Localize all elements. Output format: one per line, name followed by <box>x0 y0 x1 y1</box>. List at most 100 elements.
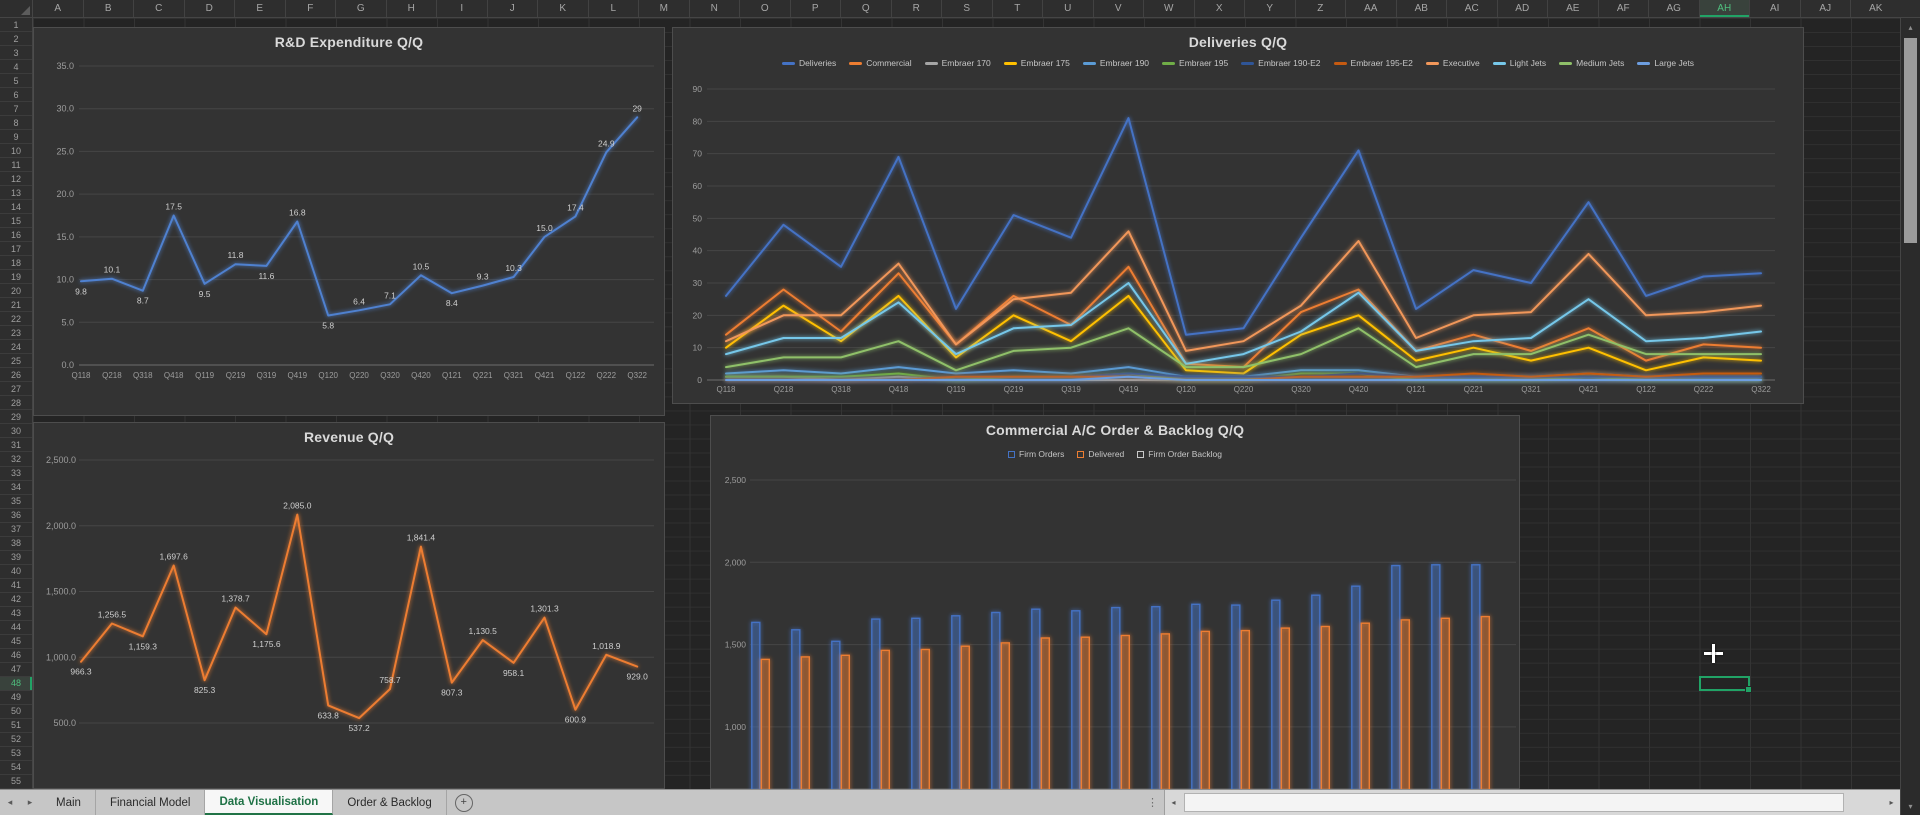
row-header-11[interactable]: 11 <box>0 158 32 173</box>
row-header-6[interactable]: 6 <box>0 88 32 103</box>
column-header-ah[interactable]: AH <box>1699 0 1750 17</box>
row-header-7[interactable]: 7 <box>0 102 32 117</box>
column-header-ad[interactable]: AD <box>1498 0 1548 17</box>
row-header-15[interactable]: 15 <box>0 214 32 229</box>
row-header-2[interactable]: 2 <box>0 32 32 47</box>
column-header-aa[interactable]: AA <box>1346 0 1397 17</box>
sheet-tab-financial-model[interactable]: Financial Model <box>96 790 206 815</box>
column-header-t[interactable]: T <box>993 0 1043 17</box>
vertical-scrollbar[interactable]: ▴ ▾ <box>1900 18 1920 815</box>
row-header-39[interactable]: 39 <box>0 551 32 565</box>
row-header-50[interactable]: 50 <box>0 705 32 719</box>
row-header-46[interactable]: 46 <box>0 649 32 663</box>
row-header-5[interactable]: 5 <box>0 74 32 89</box>
row-header-48[interactable]: 48 <box>0 676 32 691</box>
sheet-tab-data-visualisation[interactable]: Data Visualisation <box>205 790 334 815</box>
column-header-j[interactable]: J <box>488 0 538 17</box>
row-header-33[interactable]: 33 <box>0 467 32 481</box>
row-header-55[interactable]: 55 <box>0 775 32 789</box>
row-header-24[interactable]: 24 <box>0 340 32 355</box>
vertical-scrollbar-thumb[interactable] <box>1904 38 1917 243</box>
row-header-52[interactable]: 52 <box>0 733 32 747</box>
scroll-up-button[interactable]: ▴ <box>1901 18 1920 36</box>
row-header-36[interactable]: 36 <box>0 509 32 523</box>
sheet-tab-order-backlog[interactable]: Order & Backlog <box>333 790 447 815</box>
chart-revenue[interactable]: 500.0 1,000.0 1,500.0 2,000.0 2,500.0 966.3 1,… <box>33 422 665 789</box>
column-header-q[interactable]: Q <box>841 0 892 17</box>
row-header-14[interactable]: 14 <box>0 200 32 215</box>
row-header-37[interactable]: 37 <box>0 523 32 537</box>
column-header-ag[interactable]: AG <box>1649 0 1700 17</box>
row-header-41[interactable]: 41 <box>0 579 32 593</box>
row-header-43[interactable]: 43 <box>0 607 32 621</box>
column-header-af[interactable]: AF <box>1599 0 1649 17</box>
row-header-47[interactable]: 47 <box>0 663 32 677</box>
column-header-m[interactable]: M <box>639 0 690 17</box>
scroll-down-button[interactable]: ▾ <box>1901 797 1920 815</box>
row-header-44[interactable]: 44 <box>0 621 32 635</box>
row-header-30[interactable]: 30 <box>0 424 32 439</box>
row-header-26[interactable]: 26 <box>0 368 32 383</box>
row-header-40[interactable]: 40 <box>0 565 32 579</box>
chart-orders-backlog[interactable]: 1,000 1,500 2,000 2,500 Commercial A/C Orde… <box>710 415 1520 789</box>
row-header-31[interactable]: 31 <box>0 438 32 453</box>
column-header-a[interactable]: A <box>33 0 84 17</box>
row-header-10[interactable]: 10 <box>0 144 32 159</box>
row-header-17[interactable]: 17 <box>0 242 32 257</box>
column-header-d[interactable]: D <box>185 0 235 17</box>
row-header-3[interactable]: 3 <box>0 46 32 61</box>
horizontal-scrollbar[interactable]: ◂ ▸ <box>1164 790 1900 815</box>
column-header-k[interactable]: K <box>538 0 589 17</box>
column-header-w[interactable]: W <box>1144 0 1195 17</box>
row-header-28[interactable]: 28 <box>0 396 32 411</box>
row-header-38[interactable]: 38 <box>0 537 32 551</box>
sheet-nav-left-button[interactable]: ◂ <box>0 790 20 815</box>
column-header-r[interactable]: R <box>892 0 942 17</box>
row-header-49[interactable]: 49 <box>0 691 32 705</box>
column-header-z[interactable]: Z <box>1296 0 1346 17</box>
row-header-9[interactable]: 9 <box>0 130 32 145</box>
chart-deliveries[interactable]: 0 10 20 30 40 50 60 70 80 90 Q118 Q218 Q318 Q418 Q119 Q… <box>672 27 1804 404</box>
scrollbar-resize-handle[interactable]: ⋮ <box>1141 790 1164 815</box>
sheet-nav-right-button[interactable]: ▸ <box>20 790 40 815</box>
row-header-20[interactable]: 20 <box>0 284 32 299</box>
column-header-f[interactable]: F <box>286 0 336 17</box>
column-header-x[interactable]: X <box>1195 0 1245 17</box>
row-header-21[interactable]: 21 <box>0 298 32 313</box>
column-header-l[interactable]: L <box>589 0 639 17</box>
row-header-16[interactable]: 16 <box>0 228 32 243</box>
row-header-13[interactable]: 13 <box>0 186 32 201</box>
row-header-34[interactable]: 34 <box>0 481 32 495</box>
horizontal-scrollbar-track[interactable] <box>1182 790 1883 815</box>
row-header-53[interactable]: 53 <box>0 747 32 761</box>
select-all-corner[interactable] <box>0 0 33 18</box>
row-header-45[interactable]: 45 <box>0 635 32 649</box>
horizontal-scrollbar-thumb[interactable] <box>1184 793 1844 812</box>
row-header-1[interactable]: 1 <box>0 18 32 33</box>
row-header-35[interactable]: 35 <box>0 495 32 509</box>
column-header-ae[interactable]: AE <box>1548 0 1599 17</box>
row-header-12[interactable]: 12 <box>0 172 32 187</box>
fill-handle[interactable] <box>1745 686 1752 693</box>
column-header-ak[interactable]: AK <box>1851 0 1900 17</box>
scroll-right-button[interactable]: ▸ <box>1883 798 1900 807</box>
column-header-i[interactable]: I <box>437 0 488 17</box>
column-header-ai[interactable]: AI <box>1750 0 1801 17</box>
column-header-ac[interactable]: AC <box>1447 0 1498 17</box>
column-header-e[interactable]: E <box>235 0 286 17</box>
column-header-y[interactable]: Y <box>1245 0 1296 17</box>
column-header-b[interactable]: B <box>84 0 134 17</box>
column-header-g[interactable]: G <box>336 0 387 17</box>
sheet-grid[interactable]: 0.0 5.0 10.0 15.0 20.0 25.0 30.0 35.0 Q118 Q218 Q3… <box>33 18 1900 789</box>
column-header-ab[interactable]: AB <box>1397 0 1447 17</box>
sheet-tab-main[interactable]: Main <box>42 790 96 815</box>
active-cell-selection[interactable] <box>1699 676 1752 693</box>
row-header-54[interactable]: 54 <box>0 761 32 775</box>
row-header-42[interactable]: 42 <box>0 593 32 607</box>
column-header-o[interactable]: O <box>740 0 791 17</box>
row-header-4[interactable]: 4 <box>0 60 32 75</box>
add-sheet-button[interactable]: + <box>454 793 473 812</box>
scroll-left-button[interactable]: ◂ <box>1165 798 1182 807</box>
column-header-p[interactable]: P <box>791 0 841 17</box>
row-header-22[interactable]: 22 <box>0 312 32 327</box>
